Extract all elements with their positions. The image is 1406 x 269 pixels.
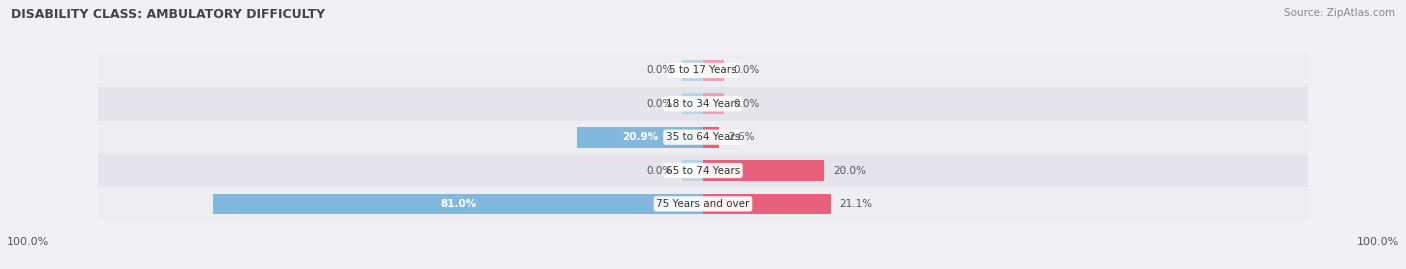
Bar xyxy=(703,60,724,81)
Bar xyxy=(682,60,703,81)
Text: 65 to 74 Years: 65 to 74 Years xyxy=(666,165,740,176)
Bar xyxy=(98,87,1308,121)
Text: 75 Years and over: 75 Years and over xyxy=(657,199,749,209)
Bar xyxy=(703,194,831,214)
Text: Source: ZipAtlas.com: Source: ZipAtlas.com xyxy=(1284,8,1395,18)
Text: DISABILITY CLASS: AMBULATORY DIFFICULTY: DISABILITY CLASS: AMBULATORY DIFFICULTY xyxy=(11,8,325,21)
Text: 20.0%: 20.0% xyxy=(832,165,866,176)
Bar xyxy=(682,160,703,181)
Bar xyxy=(214,194,703,214)
Text: 2.6%: 2.6% xyxy=(728,132,754,142)
Bar xyxy=(703,94,724,114)
Text: 20.9%: 20.9% xyxy=(621,132,658,142)
Bar xyxy=(703,127,718,147)
Text: 18 to 34 Years: 18 to 34 Years xyxy=(666,99,740,109)
Text: 35 to 64 Years: 35 to 64 Years xyxy=(666,132,740,142)
Text: 0.0%: 0.0% xyxy=(647,99,672,109)
Bar xyxy=(682,94,703,114)
Text: 100.0%: 100.0% xyxy=(1357,237,1399,247)
Text: 21.1%: 21.1% xyxy=(839,199,873,209)
Bar xyxy=(98,121,1308,154)
Text: 0.0%: 0.0% xyxy=(647,165,672,176)
Bar xyxy=(98,154,1308,187)
Text: 0.0%: 0.0% xyxy=(647,65,672,76)
Text: 5 to 17 Years: 5 to 17 Years xyxy=(669,65,737,76)
Bar xyxy=(98,187,1308,221)
Bar xyxy=(703,160,824,181)
Bar xyxy=(576,127,703,147)
Text: 81.0%: 81.0% xyxy=(440,199,477,209)
Text: 0.0%: 0.0% xyxy=(734,65,759,76)
Text: 0.0%: 0.0% xyxy=(734,99,759,109)
Bar xyxy=(98,54,1308,87)
Text: 100.0%: 100.0% xyxy=(7,237,49,247)
